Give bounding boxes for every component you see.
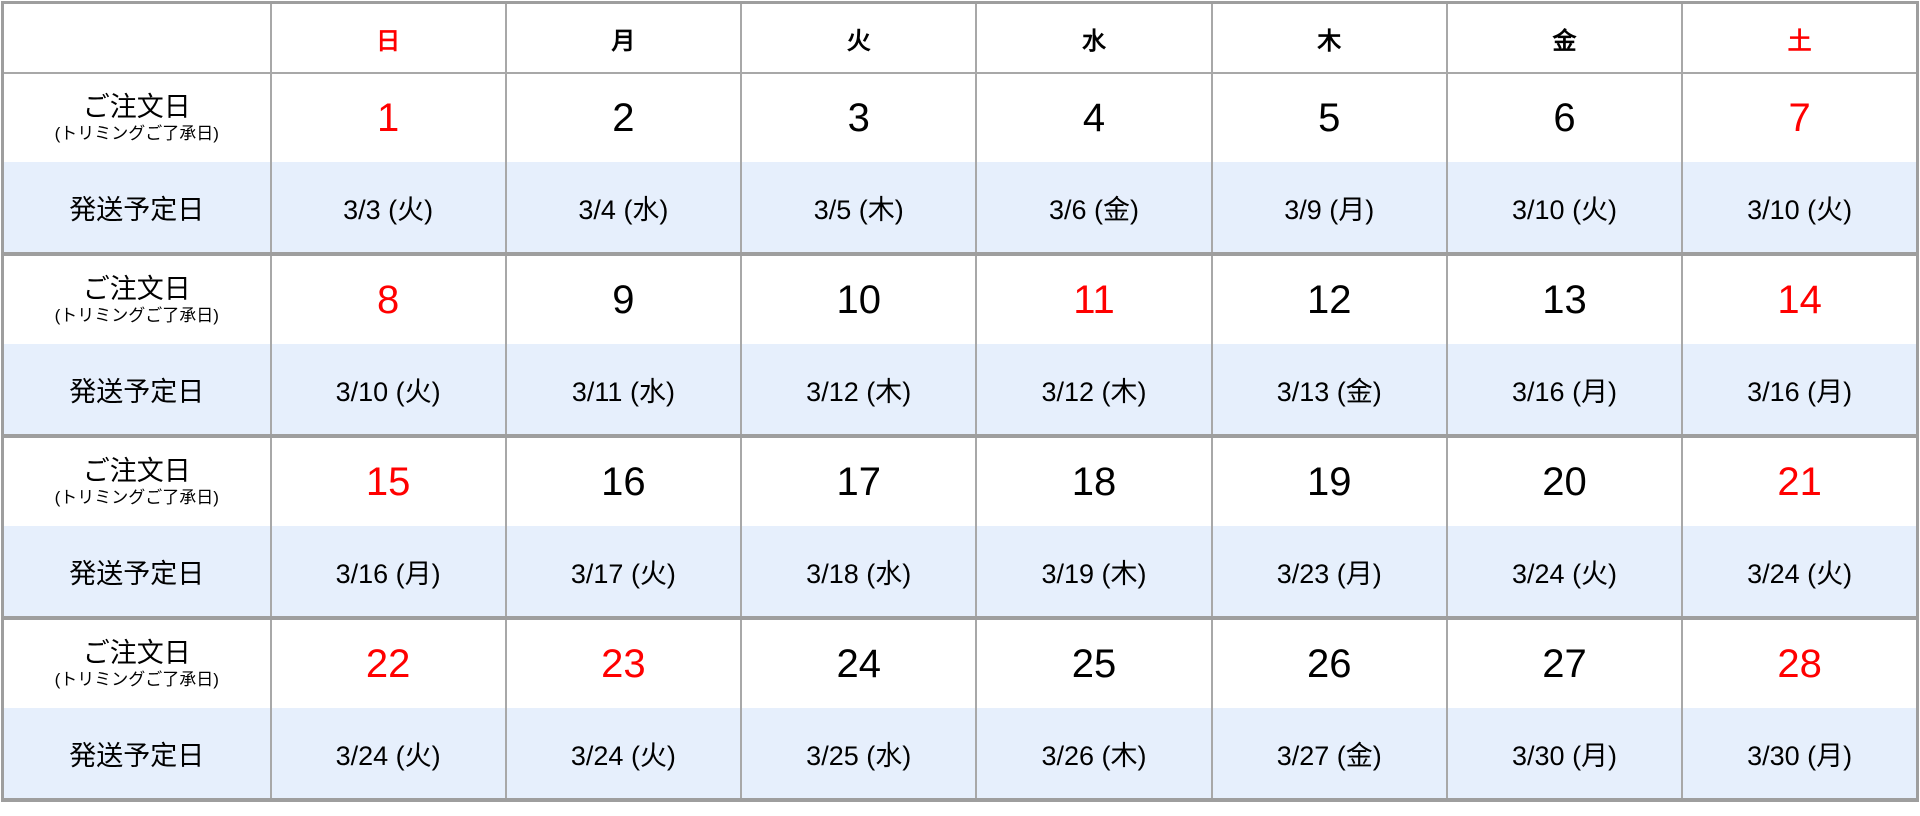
order-sublabel: (トリミングご了承日) [54, 670, 219, 689]
order-day: 3 [740, 72, 978, 162]
ship-date-row: 発送予定日 3/24 (火) 3/24 (火) 3/25 (水) 3/26 (木) 3/2… [1, 708, 1919, 801]
order-date-row: ご注文日 (トリミングご了承日) 8 9 10 11 12 13 14 [1, 253, 1919, 344]
order-day: 18 [975, 435, 1213, 526]
order-day: 7 [1681, 72, 1919, 162]
order-day: 26 [1210, 617, 1448, 708]
order-day: 2 [504, 72, 743, 162]
ship-date: 3/10 (火) [1681, 162, 1919, 255]
order-day: 23 [504, 617, 743, 708]
order-day: 24 [740, 617, 978, 708]
order-day: 25 [975, 617, 1213, 708]
ship-date: 3/10 (火) [1445, 162, 1684, 255]
ship-date: 3/13 (金) [1210, 344, 1448, 437]
ship-date: 3/11 (水) [504, 344, 743, 437]
weekday-header: 木 [1210, 1, 1448, 74]
ship-date: 3/3 (火) [269, 162, 507, 255]
order-day: 15 [269, 435, 507, 526]
order-day: 21 [1681, 435, 1919, 526]
order-day: 20 [1445, 435, 1684, 526]
order-day: 19 [1210, 435, 1448, 526]
order-date-label: ご注文日 (トリミングご了承日) [1, 72, 272, 162]
order-date-row: ご注文日 (トリミングご了承日) 22 23 24 25 26 27 28 [1, 617, 1919, 708]
ship-date: 3/25 (水) [740, 708, 978, 801]
ship-date: 3/23 (月) [1210, 526, 1448, 619]
order-day: 22 [269, 617, 507, 708]
order-day: 17 [740, 435, 978, 526]
weekday-header-row: 日月火水木金土 [1, 1, 1919, 74]
weekday-header: 土 [1681, 1, 1919, 74]
ship-date-label: 発送予定日 [1, 344, 272, 437]
ship-date-row: 発送予定日 3/16 (月) 3/17 (火) 3/18 (水) 3/19 (木) 3/2… [1, 526, 1919, 619]
ship-date: 3/30 (月) [1445, 708, 1684, 801]
order-sublabel: (トリミングご了承日) [54, 124, 219, 143]
order-day: 9 [504, 253, 743, 344]
order-sublabel: (トリミングご了承日) [54, 306, 219, 325]
order-date-label: ご注文日 (トリミングご了承日) [1, 617, 272, 708]
corner-cell [1, 1, 272, 74]
order-day: 8 [269, 253, 507, 344]
ship-date: 3/12 (木) [975, 344, 1213, 437]
order-date-row: ご注文日 (トリミングご了承日) 1 2 3 4 5 6 7 [1, 72, 1919, 162]
order-day: 6 [1445, 72, 1684, 162]
ship-date: 3/24 (火) [504, 708, 743, 801]
order-day: 13 [1445, 253, 1684, 344]
ship-date: 3/24 (火) [269, 708, 507, 801]
ship-date: 3/27 (金) [1210, 708, 1448, 801]
ship-date: 3/24 (火) [1445, 526, 1684, 619]
ship-date-label: 発送予定日 [1, 162, 272, 255]
weekday-header: 金 [1445, 1, 1684, 74]
weekday-header: 日 [269, 1, 507, 74]
order-day: 5 [1210, 72, 1448, 162]
weekday-header: 月 [504, 1, 743, 74]
order-sublabel: (トリミングご了承日) [54, 488, 219, 507]
ship-date-label: 発送予定日 [1, 526, 272, 619]
ship-date: 3/24 (火) [1681, 526, 1919, 619]
ship-date: 3/16 (月) [1681, 344, 1919, 437]
ship-date: 3/16 (月) [269, 526, 507, 619]
ship-date: 3/9 (月) [1210, 162, 1448, 255]
ship-date: 3/26 (木) [975, 708, 1213, 801]
order-date-label: ご注文日 (トリミングご了承日) [1, 435, 272, 526]
weekday-header: 水 [975, 1, 1213, 74]
ship-date-row: 発送予定日 3/3 (火) 3/4 (水) 3/5 (木) 3/6 (金) 3/9 (月)… [1, 162, 1919, 255]
ship-date: 3/10 (火) [269, 344, 507, 437]
order-day: 14 [1681, 253, 1919, 344]
order-day: 1 [269, 72, 507, 162]
order-day: 4 [975, 72, 1213, 162]
ship-date: 3/4 (水) [504, 162, 743, 255]
order-day: 11 [975, 253, 1213, 344]
ship-date-row: 発送予定日 3/10 (火) 3/11 (水) 3/12 (木) 3/12 (木) 3/1… [1, 344, 1919, 437]
ship-date: 3/18 (水) [740, 526, 978, 619]
order-day: 28 [1681, 617, 1919, 708]
ship-date: 3/30 (月) [1681, 708, 1919, 801]
ship-date-label: 発送予定日 [1, 708, 272, 801]
weekday-header: 火 [740, 1, 978, 74]
ship-date: 3/5 (木) [740, 162, 978, 255]
order-label: ご注文日 [82, 456, 191, 486]
order-day: 16 [504, 435, 743, 526]
ship-date: 3/6 (金) [975, 162, 1213, 255]
order-date-row: ご注文日 (トリミングご了承日) 15 16 17 18 19 20 21 [1, 435, 1919, 526]
order-day: 10 [740, 253, 978, 344]
order-label: ご注文日 [82, 274, 191, 304]
ship-date: 3/19 (木) [975, 526, 1213, 619]
order-date-label: ご注文日 (トリミングご了承日) [1, 253, 272, 344]
order-label: ご注文日 [82, 92, 191, 122]
order-day: 12 [1210, 253, 1448, 344]
order-label: ご注文日 [82, 638, 191, 668]
ship-date: 3/17 (火) [504, 526, 743, 619]
order-day: 27 [1445, 617, 1684, 708]
ship-date: 3/16 (月) [1445, 344, 1684, 437]
ship-date: 3/12 (木) [740, 344, 978, 437]
